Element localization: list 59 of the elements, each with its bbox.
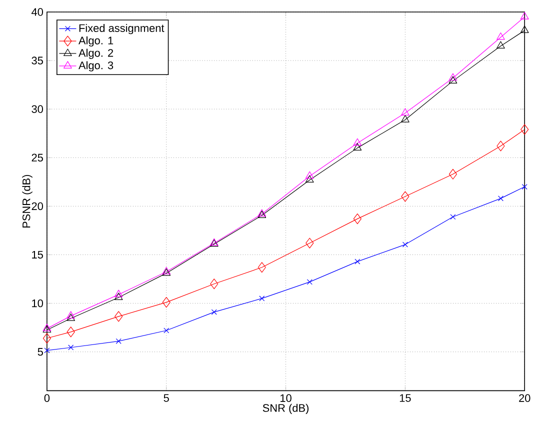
point — [44, 348, 50, 354]
legend-label: Algo. 1 — [78, 36, 114, 47]
y-tick-label: 10 — [32, 300, 44, 308]
x-tick-label: 20 — [519, 394, 530, 402]
y-axis-title: PSNR (dB) — [22, 175, 32, 228]
y-tick-label: 20 — [32, 202, 44, 210]
point — [211, 309, 217, 315]
point — [258, 262, 266, 273]
point — [496, 32, 505, 40]
y-tick-label: 35 — [32, 56, 43, 65]
point — [450, 214, 456, 220]
point — [162, 297, 170, 308]
legend-label: Algo. 2 — [78, 48, 114, 60]
point — [353, 214, 362, 224]
x-tick-label: 10 — [280, 394, 292, 402]
legend-label: Algo. 3 — [78, 61, 114, 72]
point — [66, 326, 75, 338]
point — [114, 311, 123, 322]
x-tick-label: 5 — [164, 394, 169, 402]
point — [305, 171, 314, 179]
point — [448, 169, 457, 180]
y-tick-label: 15 — [32, 251, 43, 259]
point — [496, 140, 505, 152]
point — [401, 191, 410, 202]
point — [402, 242, 408, 248]
point — [114, 292, 123, 300]
point — [520, 12, 529, 20]
point — [354, 258, 360, 264]
point — [353, 138, 362, 146]
point — [42, 333, 51, 344]
y-tick-label: 5 — [38, 348, 43, 356]
x-tick-label: 0 — [44, 394, 50, 402]
point — [114, 290, 123, 298]
point — [401, 108, 410, 116]
point — [305, 175, 314, 183]
point — [116, 338, 122, 344]
y-tick-label: 40 — [32, 8, 44, 16]
y-tick-label: 25 — [32, 154, 43, 162]
x-tick-label: 15 — [400, 394, 411, 402]
point — [306, 279, 312, 285]
point — [259, 296, 265, 302]
y-tick-label: 30 — [32, 105, 44, 114]
legend-label: Fixed assignment — [79, 24, 164, 34]
point — [520, 124, 529, 135]
point — [164, 328, 170, 334]
point — [498, 196, 504, 202]
point — [66, 314, 76, 322]
point — [448, 76, 458, 84]
point — [520, 26, 529, 34]
point — [66, 311, 76, 319]
point — [210, 278, 218, 290]
point — [522, 184, 528, 190]
point — [306, 238, 314, 249]
point — [353, 143, 362, 151]
point — [68, 344, 74, 350]
point — [496, 41, 505, 49]
point — [401, 115, 410, 122]
point — [448, 73, 458, 81]
x-axis-title: SNR (dB) — [262, 404, 309, 414]
